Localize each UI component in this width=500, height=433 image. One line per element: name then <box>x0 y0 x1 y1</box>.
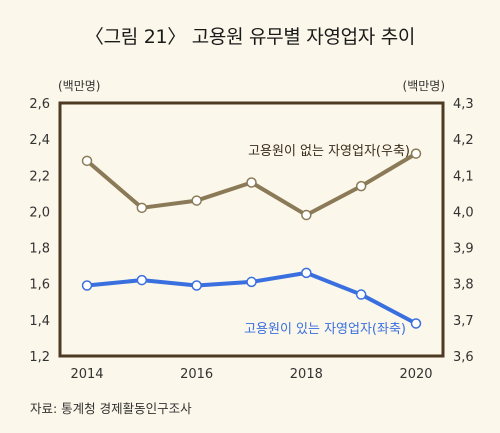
y-left-tick-label: 1,2 <box>29 350 50 365</box>
y-left-tick-label: 2,4 <box>29 133 50 148</box>
x-tick-label: 2014 <box>70 367 103 382</box>
y-right-unit: (백만명) <box>403 79 445 93</box>
data-point <box>246 276 257 288</box>
y-right-tick-label: 3,6 <box>453 350 474 365</box>
y-right-tick-label: 4,1 <box>453 169 474 184</box>
x-tick-label: 2016 <box>180 367 213 382</box>
x-tick-label: 2020 <box>399 367 432 382</box>
data-point <box>355 289 367 300</box>
data-point <box>246 177 257 188</box>
series-label-2: 고용원이 있는 자영업자(좌축) <box>244 322 406 337</box>
y-left-tick-label: 1,6 <box>29 278 50 293</box>
data-point <box>136 202 148 214</box>
y-right-tick-label: 4,2 <box>453 133 474 148</box>
y-left-tick-label: 2,2 <box>29 169 50 184</box>
data-point <box>81 280 93 291</box>
x-tick-label: 2018 <box>290 367 323 382</box>
y-left-unit: (백만명) <box>58 79 100 93</box>
y-left-tick-label: 1,4 <box>29 314 50 329</box>
data-point <box>136 274 148 286</box>
data-point <box>81 155 93 167</box>
y-left-tick-label: 2,6 <box>29 97 50 112</box>
data-point <box>191 195 202 206</box>
data-point <box>301 267 312 279</box>
y-right-tick-label: 4,3 <box>453 97 474 112</box>
y-right-tick-label: 3,7 <box>453 314 474 329</box>
data-point <box>410 318 422 329</box>
source-note: 자료: 통계청 경제활동인구조사 <box>30 401 192 416</box>
y-right-tick-label: 3,9 <box>453 242 474 257</box>
data-point <box>301 209 312 221</box>
y-right-tick-label: 3,8 <box>453 278 474 293</box>
data-point <box>410 148 422 159</box>
data-point <box>355 180 367 192</box>
chart-title: 〈그림 21〉 고용원 유무별 자영업자 추이 <box>84 26 416 48</box>
y-right-tick-label: 4,0 <box>453 205 474 220</box>
data-point <box>191 280 202 291</box>
series-label-1: 고용원이 없는 자영업자(우축) <box>248 144 410 159</box>
y-left-tick-label: 1,8 <box>29 242 50 257</box>
y-left-tick-label: 2,0 <box>29 205 50 220</box>
plot-frame <box>58 101 445 358</box>
